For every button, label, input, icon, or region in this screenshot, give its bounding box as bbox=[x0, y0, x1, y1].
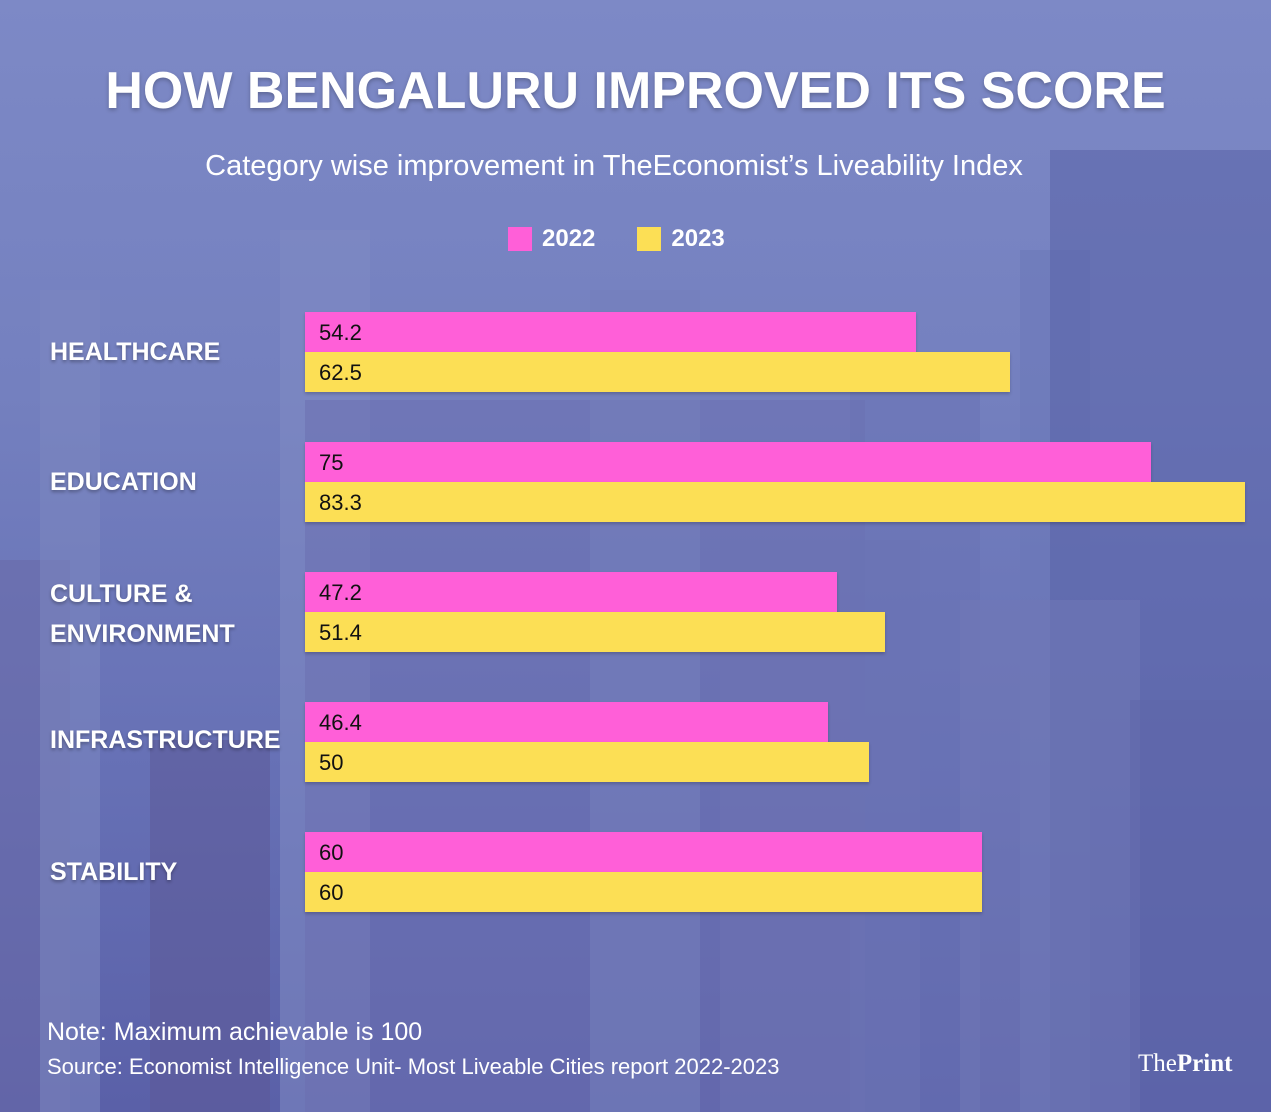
bar-2023: 51.4 bbox=[305, 612, 885, 652]
data-label: 60 bbox=[319, 840, 344, 865]
data-label: 47.2 bbox=[319, 580, 362, 605]
category-label: HEALTHCARE bbox=[50, 338, 221, 366]
data-label: 51.4 bbox=[319, 620, 362, 645]
data-label: 83.3 bbox=[319, 490, 362, 515]
building-silhouette bbox=[960, 600, 1140, 1112]
data-label: 62.5 bbox=[319, 360, 362, 385]
bar-2022: 47.2 bbox=[305, 572, 838, 612]
bar-2022: 75 bbox=[305, 442, 1151, 482]
chart-title: HOW BENGALURU IMPROVED ITS SCORE bbox=[105, 62, 1166, 120]
legend-item-2022: 2022 bbox=[508, 225, 595, 253]
logo-the: The bbox=[1138, 1050, 1177, 1077]
logo-print: Print bbox=[1176, 1050, 1233, 1077]
bar-2022: 46.4 bbox=[305, 702, 829, 742]
theprint-logo: ThePrint bbox=[1138, 1050, 1232, 1078]
source: Source: Economist Intelligence Unit- Mos… bbox=[47, 1054, 780, 1079]
legend-item-2023: 2023 bbox=[637, 225, 725, 253]
building-silhouette bbox=[40, 290, 100, 1112]
legend-label-2022: 2022 bbox=[542, 225, 596, 252]
legend-label-2023: 2023 bbox=[671, 225, 725, 252]
legend-swatch-2023 bbox=[637, 227, 662, 251]
bar-2022: 60 bbox=[305, 832, 982, 872]
data-label: 60 bbox=[319, 880, 344, 905]
building-silhouette bbox=[590, 290, 700, 1112]
legend: 2022 2023 bbox=[508, 225, 725, 253]
bar-2022: 54.2 bbox=[305, 312, 917, 352]
bar-2023: 60 bbox=[305, 872, 982, 912]
note: Note: Maximum achievable is 100 bbox=[47, 1018, 423, 1046]
data-label: 75 bbox=[319, 450, 344, 475]
bar-2023: 83.3 bbox=[305, 482, 1245, 522]
data-label: 54.2 bbox=[319, 320, 362, 345]
chart-subtitle: Category wise improvement in TheEconomis… bbox=[205, 150, 1023, 182]
category-label: STABILITY bbox=[50, 858, 178, 886]
building-silhouette bbox=[150, 740, 270, 1112]
bar-2023: 62.5 bbox=[305, 352, 1010, 392]
bar-2023: 50 bbox=[305, 742, 869, 782]
building-silhouette bbox=[1130, 700, 1271, 1112]
category-label: INFRASTRUCTURE bbox=[50, 726, 281, 754]
category-label: CULTURE & ENVIRONMENT bbox=[50, 580, 235, 648]
data-label: 50 bbox=[319, 750, 344, 775]
legend-swatch-2022 bbox=[508, 227, 532, 251]
category-label: EDUCATION bbox=[50, 468, 197, 496]
data-label: 46.4 bbox=[319, 710, 362, 735]
